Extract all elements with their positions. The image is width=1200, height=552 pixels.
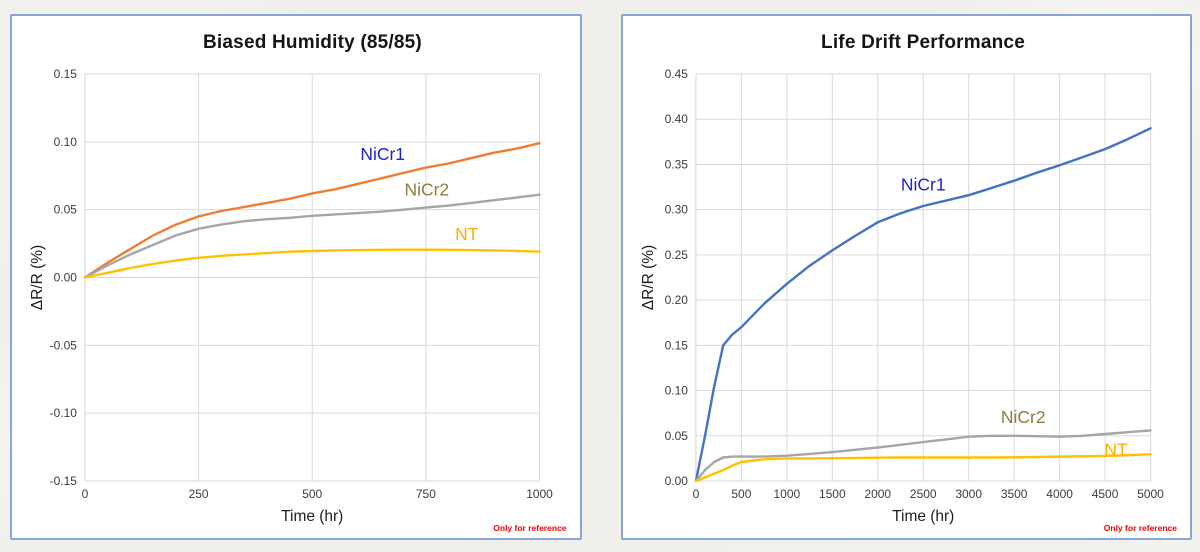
x-tick-label: 500: [731, 487, 751, 501]
chart-title: Life Drift Performance: [821, 32, 1025, 53]
x-tick-label: 500: [302, 487, 322, 501]
x-axis-title: Time (hr): [281, 508, 343, 525]
y-axis-title: ΔR/R (%): [639, 245, 656, 310]
x-tick-label: 1000: [526, 487, 553, 501]
y-tick-label: -0.05: [50, 338, 78, 352]
y-tick-label: 0.30: [664, 203, 688, 217]
x-tick-label: 0: [82, 487, 89, 501]
y-tick-label: 0.35: [664, 157, 688, 171]
y-tick-label: 0.10: [54, 135, 78, 149]
x-tick-label: 750: [416, 487, 436, 501]
x-tick-label: 3500: [1000, 487, 1027, 501]
y-tick-label: -0.15: [50, 474, 78, 488]
plot-border: [694, 73, 1151, 482]
y-tick-label: -0.10: [50, 406, 78, 420]
x-tick-label: 1000: [773, 487, 800, 501]
y-tick-label: 0.25: [664, 248, 688, 262]
x-axis-title: Time (hr): [892, 508, 954, 525]
series-label-NT: NT: [455, 224, 479, 244]
y-tick-label: 0.20: [664, 293, 688, 307]
chart-title: Biased Humidity (85/85): [203, 32, 422, 53]
life-drift-chart: 0.45 0.40 0.35 0.30 0.25 0.20 0.15 0.10 0.05 0.00…: [639, 67, 1164, 525]
x-tick-label: 250: [189, 487, 209, 501]
y-tick-label: 0.15: [664, 338, 688, 352]
series-label-NT: NT: [1104, 439, 1128, 459]
series-line-NiCr1: [83, 141, 541, 279]
footnote: Only for reference: [1103, 523, 1177, 533]
series-line-NT: [83, 248, 541, 279]
y-tick-label: 0.05: [54, 203, 78, 217]
x-tick-label: 5000: [1137, 487, 1164, 501]
y-tick-label: 0.05: [664, 429, 688, 443]
series-label-NiCr2: NiCr2: [1000, 407, 1045, 427]
x-tick-label: 4500: [1091, 487, 1118, 501]
series-line-NiCr1: [694, 127, 1152, 483]
series-label-NiCr1: NiCr1: [360, 144, 405, 164]
footnote: Only for reference: [493, 523, 567, 533]
x-tick-label: 1500: [818, 487, 845, 501]
y-tick-label: 0.40: [664, 112, 688, 126]
series-label-NiCr1: NiCr1: [900, 174, 945, 194]
biased-humidity-chart: 0.15 0.10 0.05 0.00 -0.05 -0.10 -0.15 0 250 500 75…: [29, 67, 553, 525]
x-tick-label: 3000: [955, 487, 982, 501]
series-line-NT: [694, 453, 1152, 483]
y-tick-label: 0.00: [664, 474, 688, 488]
series-line-NiCr2: [694, 429, 1152, 483]
x-tick-label: 4000: [1046, 487, 1073, 501]
x-tick-label: 0: [692, 487, 699, 501]
series-label-NiCr2: NiCr2: [404, 179, 449, 199]
chart-card-life-drift: Life Drift Performance 0.45 0.40 0.35 0.30 0…: [620, 14, 1192, 540]
y-tick-label: 0.00: [54, 270, 78, 284]
x-tick-label: 2000: [864, 487, 891, 501]
y-tick-label: 0.45: [664, 67, 688, 81]
x-tick-label: 2500: [909, 487, 936, 501]
series-line-NiCr2: [83, 193, 541, 279]
y-tick-label: 0.15: [54, 67, 78, 81]
chart-card-biased-humidity: Biased Humidity (85/85) 0.15 0.10 0.05 0.00…: [10, 14, 582, 540]
y-tick-label: 0.10: [664, 384, 688, 398]
y-axis-title: ΔR/R (%): [29, 245, 46, 310]
